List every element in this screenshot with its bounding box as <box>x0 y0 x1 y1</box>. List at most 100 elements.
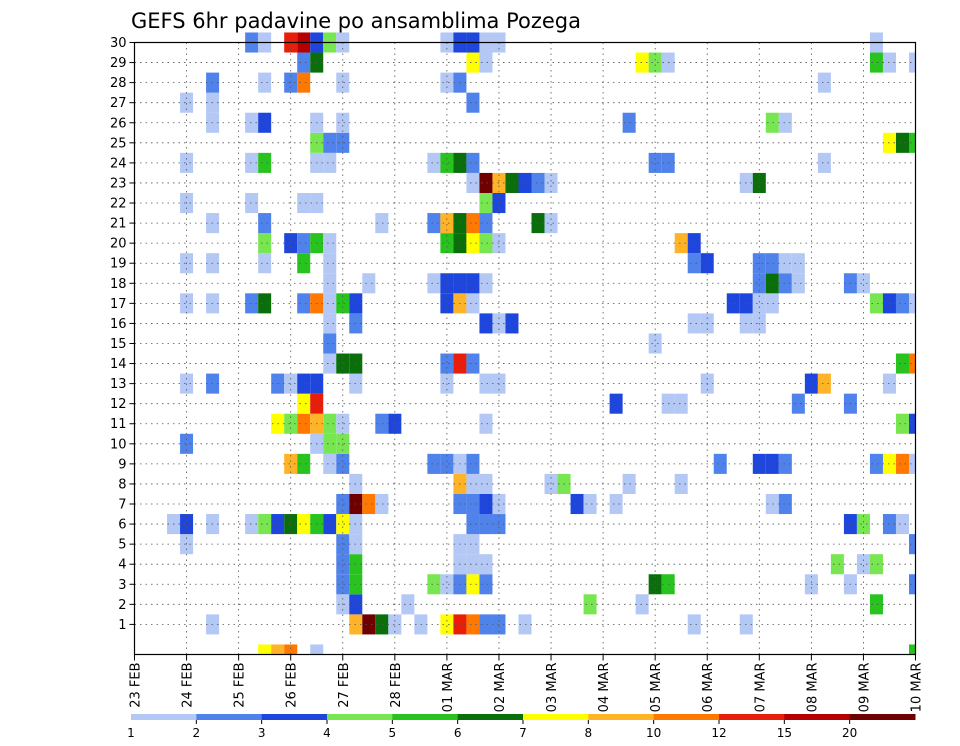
heat-cell <box>258 213 272 234</box>
heat-cell <box>817 152 831 173</box>
y-tick-label: 29 <box>110 56 127 71</box>
legend-swatch <box>849 714 916 720</box>
y-tick-label: 8 <box>118 477 126 492</box>
heat-cell <box>609 493 623 515</box>
heat-cell <box>830 554 844 575</box>
heat-cell <box>323 333 337 354</box>
y-tick-label: 6 <box>118 518 126 533</box>
heat-cell <box>713 453 727 474</box>
plot-frame <box>133 41 917 656</box>
legend-swatch <box>719 714 785 720</box>
heat-cell <box>271 644 285 655</box>
heat-cell <box>180 433 194 454</box>
heat-cell <box>258 253 272 274</box>
x-tick-label: 25 FEB <box>233 663 248 708</box>
heat-cell <box>297 52 311 73</box>
heat-cell <box>375 493 389 515</box>
heat-cell <box>284 233 298 254</box>
heat-cell <box>180 152 194 173</box>
y-tick-label: 1 <box>118 618 126 633</box>
y-tick-label: 20 <box>110 237 127 252</box>
heat-cell <box>466 293 480 314</box>
heat-cell <box>687 253 701 274</box>
heat-cell <box>635 52 649 73</box>
grid-layer <box>134 42 916 655</box>
y-tick-label: 18 <box>110 277 127 292</box>
y-tick-label: 27 <box>110 96 127 111</box>
heat-cell <box>466 213 480 234</box>
legend-swatch <box>523 714 589 720</box>
heat-cell <box>427 152 441 173</box>
heat-cell <box>583 493 597 515</box>
heat-cell <box>323 433 337 454</box>
heat-cell <box>856 273 870 294</box>
heat-cell <box>479 554 493 575</box>
heat-cell <box>765 112 779 133</box>
heat-cell <box>648 152 662 173</box>
y-axis: 1234567891011121314151617181920212223242… <box>110 36 135 633</box>
heat-cell <box>895 514 909 535</box>
y-tick-label: 3 <box>118 578 126 593</box>
heat-cell <box>440 293 454 314</box>
heat-cell <box>323 273 337 294</box>
heat-cell <box>908 353 916 374</box>
heat-cell <box>752 293 766 314</box>
y-tick-label: 10 <box>110 437 127 452</box>
heat-cell <box>245 514 259 535</box>
heat-cell <box>765 253 779 274</box>
y-tick-label: 12 <box>110 397 127 412</box>
heat-cell <box>648 574 662 595</box>
heat-cell <box>440 213 454 234</box>
heat-cell <box>258 293 272 314</box>
heat-cell <box>427 574 441 595</box>
heat-cell <box>479 373 493 394</box>
heat-cell <box>440 233 454 254</box>
heat-cell <box>466 273 480 294</box>
heat-cell <box>440 453 454 474</box>
heat-cell <box>817 373 831 394</box>
heat-cell <box>284 644 298 655</box>
heat-cell <box>336 72 350 93</box>
y-tick-label: 19 <box>110 257 127 272</box>
legend-swatch <box>457 714 524 720</box>
heat-cell <box>284 72 298 93</box>
heat-cell <box>427 273 441 294</box>
heat-cell <box>388 614 402 635</box>
heat-cell <box>336 493 350 515</box>
heat-cell <box>479 172 493 193</box>
heat-cell <box>479 473 493 494</box>
heat-cell <box>388 413 402 434</box>
heat-cell <box>258 514 272 535</box>
y-tick-label: 22 <box>110 197 127 212</box>
heat-cell <box>284 413 298 434</box>
legend-label: 10 <box>646 726 661 740</box>
heat-cell <box>310 644 324 655</box>
heat-cell <box>336 112 350 133</box>
legend-label: 1 <box>127 726 135 740</box>
heat-cell <box>648 52 662 73</box>
heat-cell <box>466 514 480 535</box>
heat-cell <box>466 233 480 254</box>
heat-cell <box>674 473 688 494</box>
heat-cell <box>297 413 311 434</box>
x-tick-label: 27 FEB <box>337 663 352 708</box>
heat-cell <box>297 253 311 274</box>
heat-cell <box>856 554 870 575</box>
heat-cell <box>362 614 376 635</box>
x-tick-label: 02 MAR <box>493 663 508 713</box>
heat-cell <box>752 453 766 474</box>
x-tick-label: 07 MAR <box>753 663 768 713</box>
heat-cell <box>687 313 701 334</box>
y-tick-label: 24 <box>110 156 127 171</box>
heat-cell <box>427 213 441 234</box>
y-tick-label: 21 <box>110 217 127 232</box>
heat-cell <box>466 493 480 515</box>
heat-cell <box>336 353 350 374</box>
heat-cell <box>258 152 272 173</box>
heat-cell <box>245 152 259 173</box>
heat-cell <box>765 453 779 474</box>
heat-cell <box>609 393 623 414</box>
heat-cell <box>479 574 493 595</box>
heat-cell <box>297 453 311 474</box>
